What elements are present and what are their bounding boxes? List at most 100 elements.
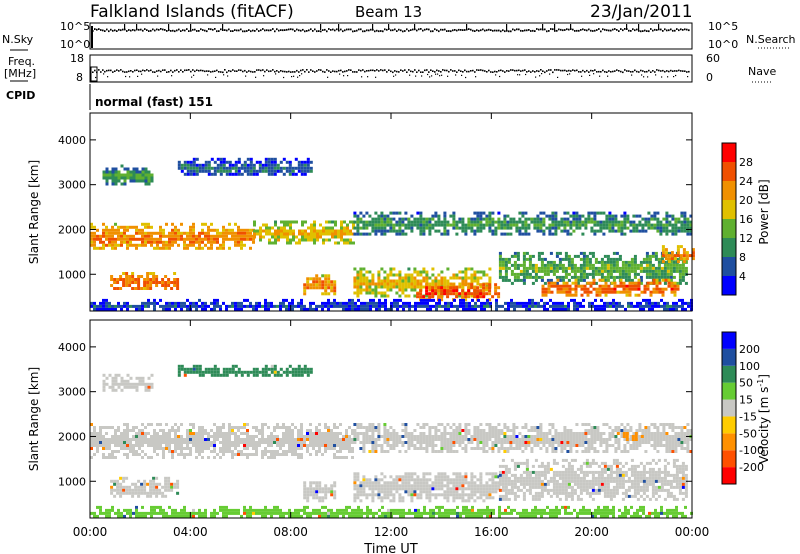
heatmap-cell: [93, 301, 96, 305]
freq-point: [342, 71, 344, 73]
nave-point: [525, 73, 527, 76]
heatmap-cell: [231, 228, 234, 232]
heatmap-cell: [120, 438, 123, 441]
heatmap-cell: [561, 266, 565, 270]
heatmap-cell: [243, 441, 246, 444]
noise-point: [96, 28, 98, 31]
heatmap-cell: [485, 444, 489, 447]
heatmap-cell: [303, 304, 306, 308]
heatmap-cell: [461, 223, 465, 227]
heatmap-cell: [525, 275, 529, 279]
noise-point: [438, 30, 440, 33]
heatmap-cell: [348, 304, 351, 308]
heatmap-cell: [676, 245, 680, 249]
heatmap-cell: [201, 240, 204, 244]
heatmap-cell: [222, 157, 226, 161]
heatmap-cell: [426, 307, 429, 311]
heatmap-cell: [533, 226, 537, 230]
heatmap-cell: [365, 232, 369, 236]
heatmap-cell: [261, 304, 264, 308]
heatmap-cell: [225, 441, 228, 444]
heatmap-cell: [483, 307, 486, 311]
heatmap-cell: [294, 157, 298, 161]
heatmap-cell: [93, 426, 96, 429]
heatmap-cell: [198, 453, 201, 456]
heatmap-cell: [365, 288, 369, 292]
noise-spike: [190, 24, 192, 30]
heatmap-cell: [366, 304, 369, 308]
heatmap-cell: [665, 220, 669, 224]
heatmap-cell: [438, 301, 441, 305]
heatmap-cell: [609, 275, 613, 279]
heatmap-cell: [234, 163, 238, 167]
heatmap-cell: [446, 267, 450, 271]
heatmap-cell: [455, 429, 459, 432]
heatmap-cell: [377, 270, 381, 274]
heatmap-cell: [423, 304, 426, 308]
heatmap-cell: [606, 260, 610, 264]
heatmap-cell: [99, 432, 102, 435]
heatmap-cell: [304, 235, 307, 239]
heatmap-cell: [246, 447, 249, 450]
heatmap-cell: [497, 292, 501, 296]
heatmap-cell: [555, 281, 559, 285]
heatmap-cell: [554, 220, 558, 224]
heatmap-cell: [237, 157, 241, 161]
heatmap-cell: [141, 173, 145, 177]
heatmap-cell: [279, 304, 282, 308]
heatmap-cell: [560, 432, 564, 435]
heatmap-cell: [268, 232, 271, 236]
freq-point: [610, 71, 612, 73]
heatmap-cell: [392, 432, 396, 435]
heatmap-cell: [660, 304, 663, 308]
heatmap-cell: [543, 281, 547, 285]
heatmap-cell: [581, 223, 585, 227]
heatmap-cell: [687, 304, 690, 308]
heatmap-cell: [294, 450, 297, 453]
heatmap-cell: [156, 240, 159, 244]
heatmap-cell: [225, 444, 228, 447]
heatmap-cell: [569, 223, 573, 227]
heatmap-cell: [653, 226, 657, 230]
heatmap-cell: [678, 269, 682, 273]
heatmap-cell: [401, 444, 405, 447]
heatmap-cell: [165, 432, 168, 435]
heatmap-cell: [637, 287, 641, 291]
heatmap-cell: [500, 447, 504, 450]
heatmap-cell: [573, 304, 576, 308]
heatmap-cell: [204, 438, 207, 441]
heatmap-cell: [525, 251, 529, 255]
heatmap-cell: [507, 266, 511, 270]
heatmap-cell: [486, 304, 489, 308]
heatmap-cell: [207, 228, 210, 232]
heatmap-cell: [306, 450, 309, 453]
heatmap-cell: [351, 307, 354, 311]
heatmap-cell: [255, 429, 258, 432]
heatmap-cell: [512, 423, 516, 426]
freq-point: [268, 70, 270, 73]
heatmap-cell: [111, 167, 115, 171]
freq-tick-bottom: 8: [76, 71, 83, 84]
heatmap-cell: [219, 456, 222, 459]
heatmap-cell: [619, 290, 623, 294]
heatmap-cell: [90, 441, 93, 444]
heatmap-cell: [476, 214, 480, 218]
heatmap-cell: [246, 166, 250, 170]
heatmap-cell: [300, 429, 303, 432]
heatmap-cell: [542, 223, 546, 227]
heatmap-cell: [528, 254, 532, 258]
heatmap-cell: [563, 444, 567, 447]
noise-point: [404, 30, 406, 32]
noise-point: [394, 28, 396, 31]
heatmap-cell: [126, 438, 129, 441]
heatmap-cell: [349, 241, 352, 245]
heatmap-cell: [283, 223, 286, 227]
heatmap-cell: [327, 298, 330, 302]
heatmap-cell: [684, 281, 688, 285]
heatmap-cell: [431, 273, 435, 277]
heatmap-cell: [476, 223, 480, 227]
freq-point: [486, 71, 488, 73]
heatmap-cell: [510, 301, 513, 305]
noise-point: [592, 30, 594, 32]
heatmap-cell: [334, 235, 337, 239]
